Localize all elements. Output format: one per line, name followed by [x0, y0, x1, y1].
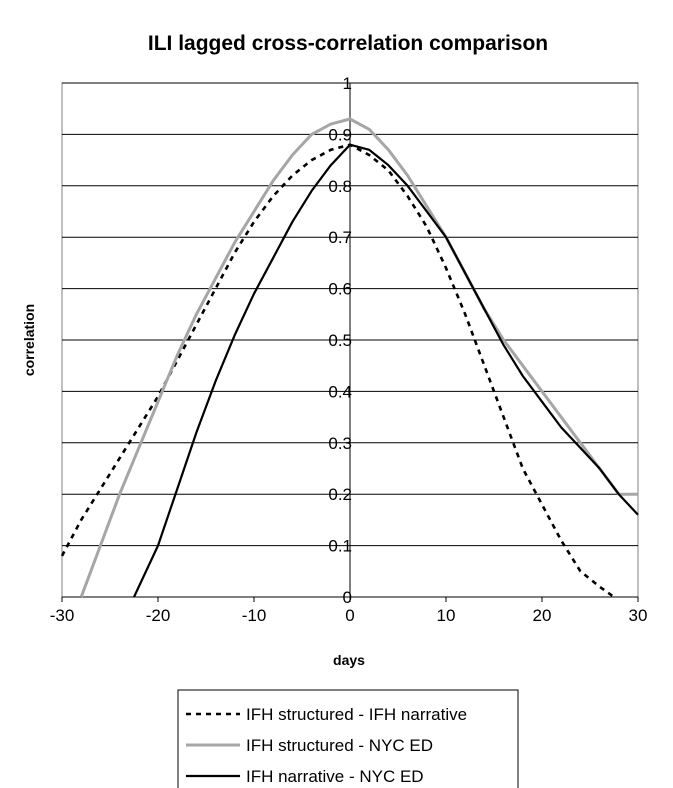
series-line	[79, 117, 638, 598]
x-tick-label: 10	[437, 606, 456, 625]
legend-label: IFH structured - IFH narrative	[246, 705, 467, 724]
x-tick-label: -20	[146, 606, 171, 625]
y-tick-label: 0	[343, 588, 352, 607]
x-tick-label: -10	[242, 606, 267, 625]
y-tick-label: 0.1	[328, 537, 352, 556]
x-tick-label: 20	[533, 606, 552, 625]
y-tick-label: 0.3	[328, 434, 352, 453]
x-tick-labels: -30 -20 -10 0 10 20 30	[50, 606, 648, 625]
y-tick-label: 0.4	[328, 382, 352, 401]
y-tick-label: 1	[343, 74, 352, 93]
y-tick-labels: 0 0.1 0.2 0.3 0.4 0.5 0.6 0.7 0.8 0.9 1	[328, 74, 352, 607]
y-axis-title: correlation	[21, 304, 37, 376]
legend-box	[177, 689, 519, 788]
legend-label: IFH narrative - NYC ED	[246, 767, 424, 786]
series-lines	[60, 117, 639, 599]
y-tick-label: 0.8	[328, 177, 352, 196]
y-tick-label: 0.6	[328, 280, 352, 299]
y-tick-label: 0.9	[328, 125, 352, 144]
legend: IFH structured - IFH narrative IFH struct…	[177, 689, 519, 788]
y-tick-label: 0.2	[328, 485, 352, 504]
y-tick-label: 0.7	[328, 228, 352, 247]
series-line	[133, 143, 639, 598]
x-tick-label: 0	[345, 606, 354, 625]
chart-title: ILI lagged cross-correlation comparison	[148, 32, 548, 55]
legend-label: IFH structured - NYC ED	[246, 736, 433, 755]
x-axis-title: days	[333, 652, 365, 668]
x-tick-label: -30	[50, 606, 75, 625]
axes	[61, 83, 639, 602]
series-line	[60, 143, 615, 599]
x-tick-label: 30	[629, 606, 648, 625]
y-tick-label: 0.5	[328, 331, 352, 350]
